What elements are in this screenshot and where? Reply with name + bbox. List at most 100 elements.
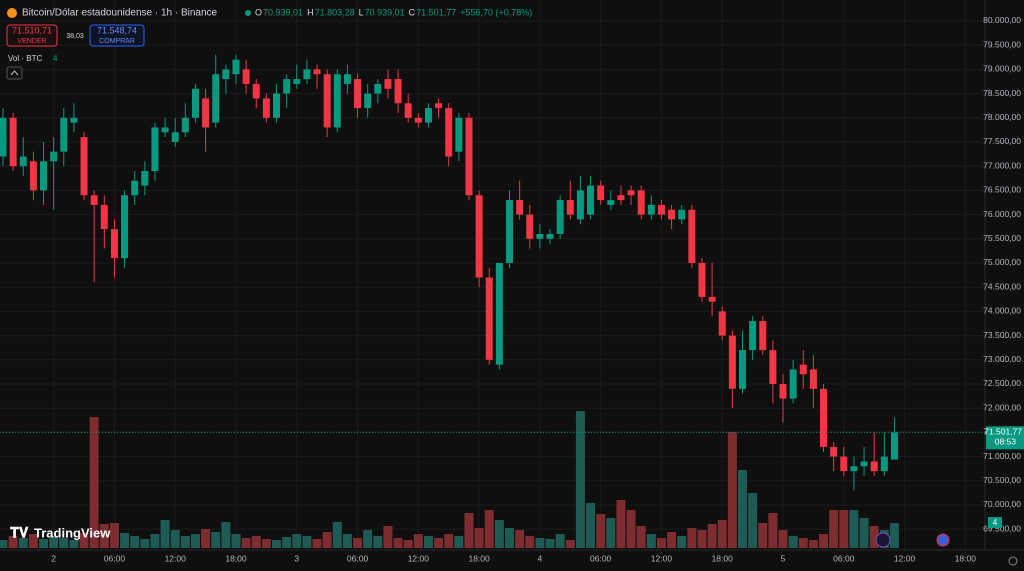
candle-body — [890, 432, 898, 460]
candle-body — [445, 108, 453, 157]
candle-body — [212, 74, 220, 123]
volume-bar — [221, 522, 231, 548]
candle-body — [637, 190, 645, 215]
volume-bar — [109, 523, 119, 548]
volume-bar — [677, 536, 687, 548]
candle-body — [698, 262, 706, 297]
volume-bar — [130, 536, 140, 548]
ohlc-value: 71.803,28 — [315, 7, 355, 17]
volume-bar — [798, 538, 808, 548]
candle-body — [435, 103, 443, 109]
x-tick-label: 5 — [781, 553, 786, 563]
volume-bar — [575, 411, 585, 548]
ohlc-key: L — [359, 7, 364, 17]
ohlc-key: C — [409, 7, 416, 17]
candle-body — [820, 388, 828, 447]
ohlc-key: O — [255, 7, 262, 17]
candle-body — [708, 296, 716, 302]
y-tick-label: 69.500,00 — [983, 523, 1021, 533]
volume-bar — [231, 534, 241, 548]
y-tick-label: 72.000,00 — [983, 402, 1021, 412]
volume-bar — [697, 530, 707, 548]
volume-bar — [596, 514, 606, 548]
y-tick-label: 75.500,00 — [983, 233, 1021, 243]
x-tick-label: 06:00 — [347, 553, 369, 563]
y-tick-label: 73.500,00 — [983, 330, 1021, 340]
candle-body — [738, 350, 746, 389]
y-tick-label: 77.500,00 — [983, 136, 1021, 146]
candle-body — [171, 132, 179, 142]
candle-body — [40, 161, 48, 191]
x-tick-label: 18:00 — [468, 553, 490, 563]
brand-logo: 𝐓𝐕 — [10, 525, 29, 541]
volume-bar — [788, 536, 798, 548]
candle-body — [728, 335, 736, 389]
candle-body — [424, 108, 432, 123]
candle-body — [860, 461, 868, 467]
volume-bar — [707, 524, 717, 548]
spread: 38,03 — [66, 33, 84, 40]
candle-body — [880, 456, 888, 472]
volume-bar — [322, 532, 332, 548]
volume-bar — [302, 536, 312, 548]
x-tick-label: 18:00 — [955, 553, 977, 563]
volume-bar — [8, 536, 18, 548]
volume-bar — [565, 540, 575, 548]
volume-bar — [808, 540, 818, 548]
status-dot — [245, 10, 251, 16]
x-tick-label: 4 — [538, 553, 543, 563]
candle-body — [222, 69, 230, 80]
volume-bar — [69, 540, 79, 548]
volume-bar — [292, 534, 302, 548]
candle-body — [303, 69, 311, 80]
volume-bar — [434, 538, 444, 548]
candle-body — [536, 233, 544, 239]
candle-body — [252, 83, 260, 99]
volume-bar — [241, 538, 251, 548]
candle-body — [830, 446, 838, 457]
event-icon[interactable] — [875, 532, 891, 548]
candle-body — [273, 93, 281, 118]
volume-bar — [120, 533, 130, 548]
candle-body — [131, 180, 139, 196]
candle-body — [759, 321, 767, 351]
last-price-label: 71.501,77 — [984, 427, 1022, 437]
candle-body — [617, 195, 625, 201]
country-flag[interactable] — [936, 533, 950, 547]
volume-bar — [59, 538, 69, 548]
volume-bar — [525, 536, 535, 548]
price-change: +556,70 (+0,78%) — [460, 7, 532, 17]
volume-bar — [646, 534, 656, 548]
volume-bar — [342, 534, 352, 548]
candle-body — [799, 364, 807, 375]
candle-body — [870, 461, 878, 472]
volume-bar — [586, 503, 596, 548]
y-tick-label: 71.000,00 — [983, 451, 1021, 461]
x-tick-label: 12:00 — [894, 553, 916, 563]
volume-badge-bg — [988, 517, 1002, 528]
volume-bar — [150, 534, 160, 548]
volume-bar — [140, 539, 150, 548]
candle-body — [506, 200, 513, 263]
x-tick-label: 06:00 — [590, 553, 612, 563]
volume-bar — [79, 533, 89, 548]
candle-body — [576, 190, 584, 220]
settings-icon[interactable] — [1008, 556, 1018, 566]
volume-bar — [180, 536, 190, 548]
candle-body — [29, 161, 37, 191]
buy-button[interactable] — [89, 24, 145, 47]
candle-body — [495, 262, 503, 365]
y-tick-label: 79.000,00 — [983, 64, 1021, 74]
candle-body — [627, 190, 635, 196]
candle-body — [374, 83, 382, 94]
candle-body — [526, 214, 534, 239]
volume-bar — [312, 539, 322, 548]
volume-bar — [423, 536, 433, 548]
volume-bar — [656, 538, 666, 548]
candle-body — [597, 185, 605, 201]
x-tick-label: 12:00 — [408, 553, 430, 563]
candle-body — [840, 456, 848, 472]
sell-button[interactable] — [6, 24, 58, 47]
collapse-button[interactable] — [6, 66, 23, 80]
volume-bar — [201, 529, 211, 548]
